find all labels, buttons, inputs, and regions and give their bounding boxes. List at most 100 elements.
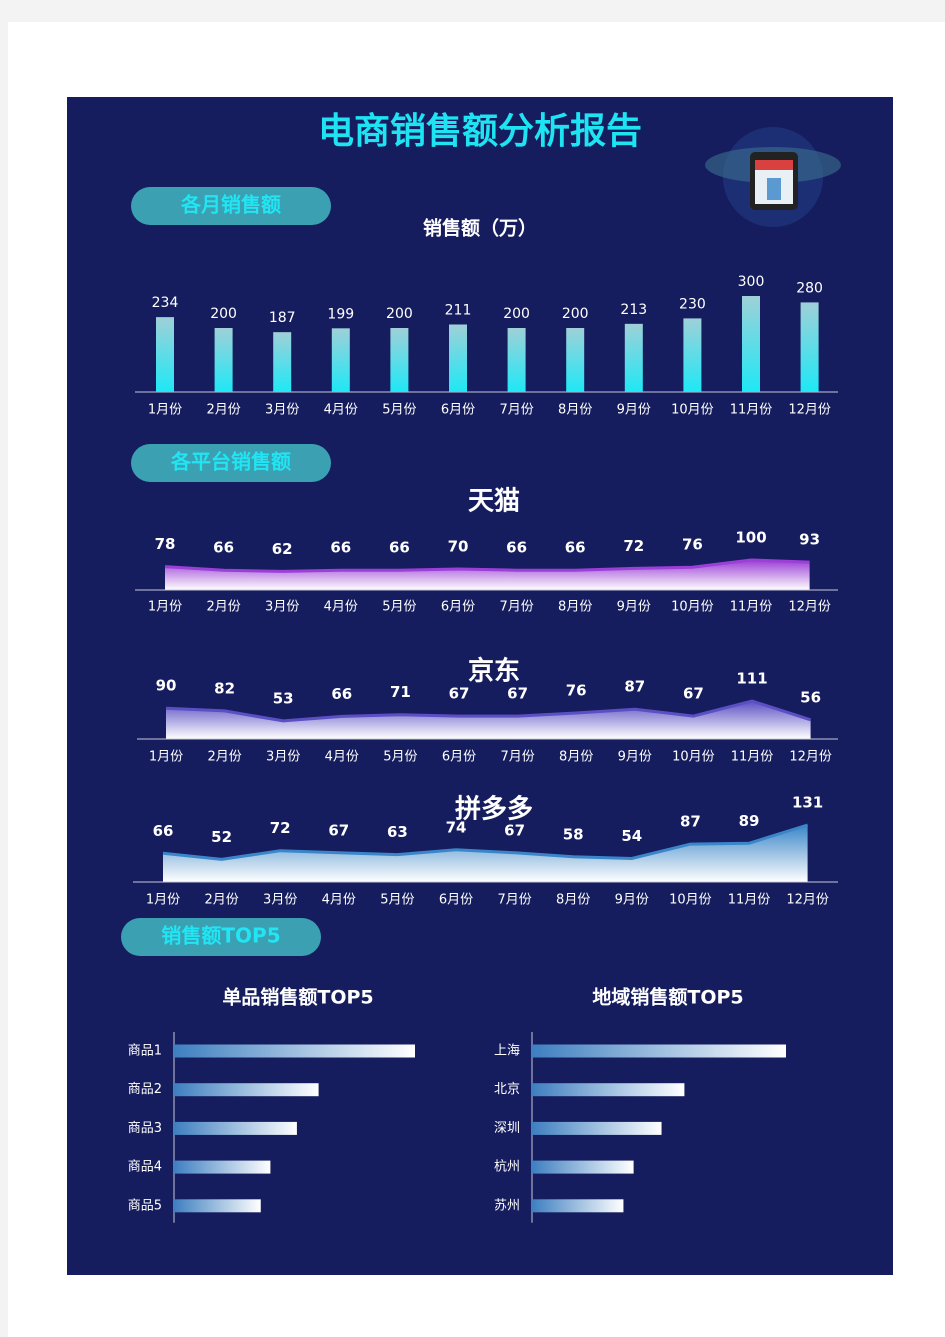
y-tick-label: 深圳 xyxy=(494,1121,520,1136)
area xyxy=(163,825,808,882)
x-tick-label: 8月份 xyxy=(556,893,590,908)
section-pill: 各平台销售额 xyxy=(131,444,331,482)
line xyxy=(162,823,809,861)
value-label: 213 xyxy=(620,302,647,318)
x-tick-label: 9月份 xyxy=(615,893,649,908)
area xyxy=(166,701,811,739)
value-label: 67 xyxy=(328,821,349,839)
bar xyxy=(532,1160,634,1174)
x-tick-label: 9月份 xyxy=(617,600,651,615)
bar xyxy=(800,302,819,392)
value-label: 66 xyxy=(153,822,174,840)
bar xyxy=(156,317,174,392)
x-tick-label: 11月份 xyxy=(730,403,773,418)
x-tick-label: 11月份 xyxy=(731,750,774,765)
x-tick-label: 2月份 xyxy=(204,893,238,908)
bar xyxy=(174,1083,319,1097)
bar xyxy=(566,328,585,392)
section-title: 销售额TOP5 xyxy=(161,924,280,948)
bar xyxy=(507,328,526,392)
bar xyxy=(214,328,233,392)
value-label: 200 xyxy=(210,306,237,322)
bar xyxy=(174,1121,297,1135)
x-tick-label: 10月份 xyxy=(669,893,712,908)
value-label: 82 xyxy=(214,679,235,697)
bar xyxy=(742,296,760,392)
y-tick-label: 商品2 xyxy=(128,1082,162,1097)
bar xyxy=(449,324,467,392)
section-title: 各平台销售额 xyxy=(170,450,291,474)
value-label: 74 xyxy=(446,818,467,836)
x-tick-label: 1月份 xyxy=(148,600,182,615)
value-label: 280 xyxy=(796,280,823,296)
value-label: 199 xyxy=(327,306,354,322)
x-tick-label: 5月份 xyxy=(382,403,416,418)
decor-icon xyxy=(705,127,841,227)
value-label: 53 xyxy=(273,689,294,707)
y-tick-label: 商品4 xyxy=(128,1160,162,1175)
x-tick-label: 4月份 xyxy=(325,750,359,765)
y-tick-label: 苏州 xyxy=(494,1197,520,1213)
value-label: 131 xyxy=(792,794,823,812)
line xyxy=(165,699,812,723)
value-label: 71 xyxy=(390,683,411,701)
x-tick-label: 10月份 xyxy=(671,403,714,418)
value-label: 56 xyxy=(800,688,821,706)
bar xyxy=(331,328,350,392)
bar xyxy=(174,1044,415,1058)
value-label: 66 xyxy=(331,685,352,703)
chart-title: 京东 xyxy=(468,656,520,687)
bar xyxy=(624,323,643,392)
bar xyxy=(532,1083,685,1097)
value-label: 200 xyxy=(386,306,413,322)
value-label: 111 xyxy=(736,670,767,688)
value-label: 211 xyxy=(445,302,472,318)
bar xyxy=(532,1121,662,1135)
bar xyxy=(683,318,702,392)
x-tick-label: 4月份 xyxy=(322,893,356,908)
value-label: 87 xyxy=(680,813,701,831)
bar xyxy=(532,1199,624,1213)
chart-title: 天猫 xyxy=(468,487,520,517)
chart-title: 单品销售额TOP5 xyxy=(222,986,373,1009)
y-tick-label: 北京 xyxy=(494,1082,520,1097)
y-tick-label: 商品3 xyxy=(128,1121,162,1136)
x-tick-label: 12月份 xyxy=(789,750,832,765)
value-label: 76 xyxy=(682,536,703,554)
x-tick-label: 5月份 xyxy=(380,893,414,908)
value-label: 187 xyxy=(269,310,296,326)
x-tick-label: 7月份 xyxy=(499,403,533,418)
x-tick-label: 7月份 xyxy=(500,750,534,765)
panel xyxy=(67,97,893,1275)
value-label: 72 xyxy=(270,819,291,837)
x-tick-label: 6月份 xyxy=(441,600,475,615)
x-tick-label: 2月份 xyxy=(206,600,240,615)
bar xyxy=(390,328,409,392)
x-tick-label: 10月份 xyxy=(672,750,715,765)
x-tick-label: 1月份 xyxy=(148,403,182,418)
x-tick-label: 3月份 xyxy=(266,750,300,765)
value-label: 93 xyxy=(799,531,820,549)
y-tick-label: 上海 xyxy=(494,1044,520,1059)
bar xyxy=(174,1199,261,1213)
area xyxy=(165,560,810,590)
value-label: 67 xyxy=(507,685,528,703)
x-tick-label: 11月份 xyxy=(728,893,771,908)
value-label: 234 xyxy=(152,295,179,311)
x-tick-label: 5月份 xyxy=(382,600,416,615)
value-label: 66 xyxy=(565,539,586,557)
x-tick-label: 8月份 xyxy=(558,600,592,615)
value-label: 300 xyxy=(738,274,765,290)
x-tick-label: 2月份 xyxy=(206,403,240,418)
value-label: 70 xyxy=(448,538,469,556)
value-label: 72 xyxy=(623,537,644,555)
y-tick-label: 商品1 xyxy=(128,1044,162,1059)
x-tick-label: 2月份 xyxy=(207,750,241,765)
value-label: 200 xyxy=(503,306,530,322)
x-tick-label: 7月份 xyxy=(497,893,531,908)
x-tick-label: 12月份 xyxy=(788,403,831,418)
value-label: 89 xyxy=(739,812,760,830)
section-title: 各月销售额 xyxy=(180,193,281,217)
x-tick-label: 9月份 xyxy=(618,750,652,765)
